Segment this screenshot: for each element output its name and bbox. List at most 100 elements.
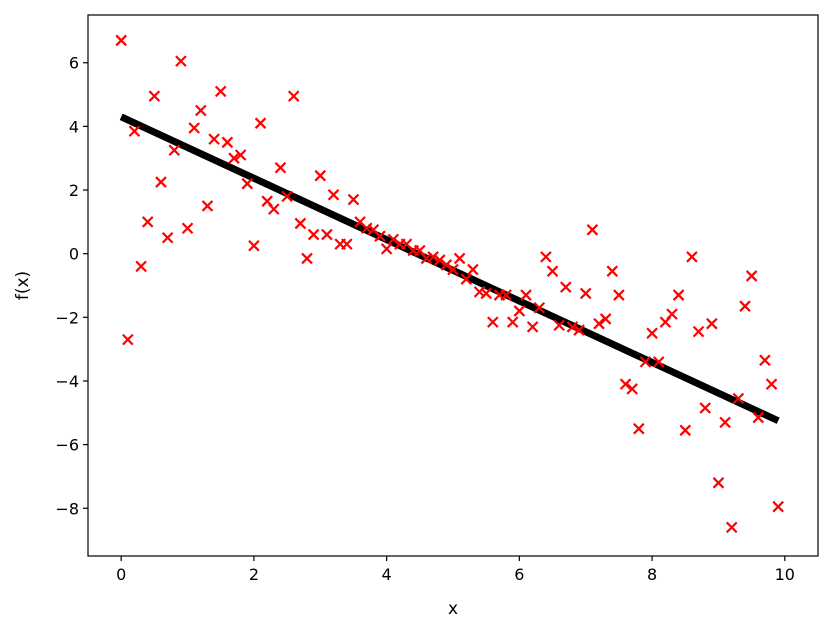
- data-point: [619, 378, 632, 390]
- data-point: [473, 286, 486, 298]
- data-point: [560, 281, 572, 293]
- data-point: [739, 300, 751, 312]
- data-point: [579, 287, 592, 300]
- data-point: [553, 319, 565, 332]
- data-point: [208, 133, 220, 145]
- scatter-points-layer: [115, 34, 784, 534]
- data-point: [321, 228, 333, 241]
- data-point: [347, 193, 360, 206]
- data-point: [281, 190, 293, 203]
- data-point: [188, 122, 200, 134]
- data-point: [732, 392, 745, 405]
- x-tick-label: 8: [647, 565, 657, 584]
- x-tick-label: 4: [382, 565, 392, 584]
- data-point: [440, 259, 453, 271]
- data-point: [387, 233, 400, 246]
- data-point: [228, 152, 240, 164]
- data-point: [593, 317, 605, 330]
- data-point: [221, 136, 234, 149]
- data-point: [633, 422, 645, 435]
- data-point: [135, 260, 147, 273]
- plot-frame: [87, 14, 819, 557]
- data-point: [480, 287, 492, 300]
- y-tick-label: −6: [55, 436, 79, 455]
- data-point: [241, 177, 254, 190]
- data-point: [540, 251, 552, 263]
- data-point: [460, 273, 473, 285]
- x-tick-label: 6: [514, 565, 524, 584]
- data-point: [433, 254, 446, 266]
- data-point: [168, 144, 181, 157]
- data-point: [115, 34, 127, 47]
- data-point: [248, 239, 260, 252]
- data-point: [380, 243, 393, 255]
- data-point: [666, 308, 678, 320]
- data-point: [420, 252, 433, 265]
- data-point: [699, 402, 711, 414]
- data-point: [520, 289, 532, 301]
- data-point: [513, 305, 526, 317]
- data-point: [374, 230, 386, 242]
- data-point: [646, 327, 658, 340]
- data-point: [772, 500, 784, 513]
- data-point: [712, 477, 725, 489]
- data-point: [706, 317, 718, 330]
- data-point: [765, 378, 778, 390]
- data-point: [652, 356, 665, 368]
- x-axis-ticks: 0 2 4 6 8 10: [116, 556, 795, 584]
- data-point: [506, 316, 519, 328]
- data-point: [128, 125, 141, 137]
- data-point: [487, 316, 499, 328]
- data-point: [360, 222, 373, 234]
- data-point: [725, 521, 738, 534]
- data-point: [719, 416, 731, 429]
- data-point: [626, 383, 638, 395]
- x-tick-label: 10: [775, 565, 795, 584]
- data-point: [613, 289, 625, 301]
- data-point: [341, 238, 353, 250]
- data-point: [586, 224, 599, 236]
- y-tick-label: 2: [69, 181, 79, 200]
- y-tick-label: 0: [69, 245, 79, 264]
- data-point: [566, 321, 579, 333]
- data-point: [195, 104, 207, 117]
- data-point: [314, 169, 327, 182]
- x-tick-label: 0: [116, 565, 126, 584]
- data-point: [287, 90, 300, 102]
- data-point: [533, 301, 546, 314]
- x-tick-label: 2: [249, 565, 259, 584]
- data-point: [307, 228, 320, 241]
- data-point: [427, 251, 439, 263]
- data-point: [599, 313, 612, 325]
- data-point: [294, 217, 307, 230]
- data-point: [301, 252, 313, 265]
- y-tick-label: −4: [55, 372, 79, 391]
- data-point: [759, 354, 771, 367]
- data-point: [201, 200, 214, 212]
- data-point: [175, 55, 187, 67]
- data-point: [467, 263, 479, 276]
- data-point: [148, 90, 161, 102]
- data-point: [234, 149, 247, 161]
- data-point: [639, 356, 652, 368]
- data-point: [214, 85, 227, 98]
- data-point: [327, 189, 340, 201]
- data-point: [447, 263, 459, 276]
- data-point: [679, 424, 692, 437]
- data-point: [752, 411, 765, 424]
- y-axis-label: f(x): [13, 271, 33, 300]
- data-point: [122, 333, 134, 346]
- y-tick-label: 4: [69, 117, 79, 136]
- y-tick-label: −2: [55, 308, 79, 327]
- data-point: [500, 289, 512, 301]
- data-point: [606, 265, 619, 277]
- data-point: [546, 265, 559, 277]
- data-point: [573, 324, 585, 336]
- data-point: [526, 321, 539, 333]
- data-point: [268, 203, 280, 215]
- data-point: [161, 231, 174, 244]
- data-point: [274, 161, 287, 174]
- data-point: [692, 325, 705, 338]
- data-point: [672, 289, 685, 301]
